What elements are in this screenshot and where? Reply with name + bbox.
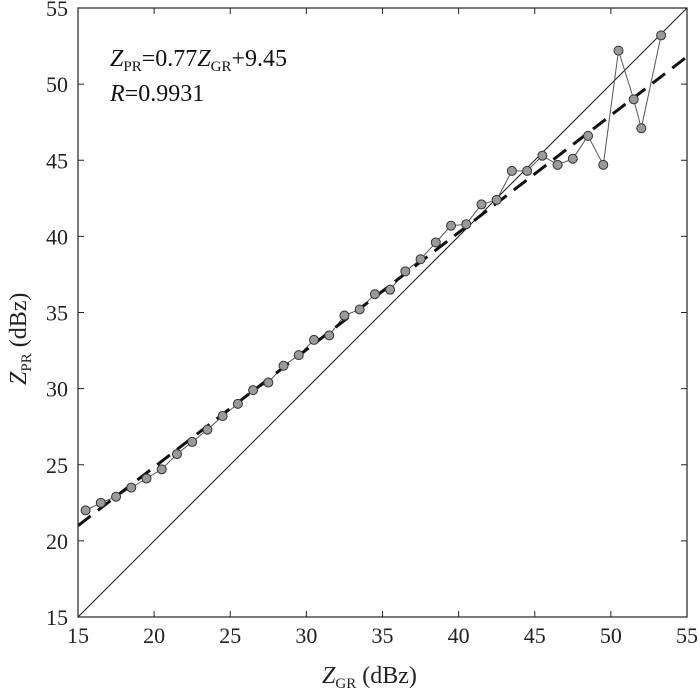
y-tick-label: 25 [46,453,68,478]
data-point [613,45,624,56]
x-tick-label: 55 [676,623,698,648]
fit-equation: ZPR=0.77ZGR+9.45 [110,46,287,75]
y-tick-label: 55 [46,0,68,21]
x-tick-label: 15 [67,623,89,648]
data-point [293,350,304,361]
correlation-text: R=0.9931 [109,81,204,107]
fit-line [78,55,687,527]
y-tick-label: 35 [46,301,68,326]
data-point [156,464,167,475]
data-point [141,473,152,484]
data-point [95,497,106,508]
data-point [506,165,517,176]
data-point [171,449,182,460]
identity-line [78,8,687,617]
data-point [400,266,411,277]
y-tick-label: 50 [46,72,68,97]
x-tick-label: 40 [448,623,470,648]
data-point [491,194,502,205]
data-point [552,159,563,170]
data-point [522,165,533,176]
data-point [446,220,457,231]
x-tick-label: 45 [524,623,546,648]
y-tick-label: 30 [46,377,68,402]
data-point [628,94,639,105]
data-point [354,304,365,315]
x-tick-label: 35 [372,623,394,648]
x-axis-label: ZGR (dBz) [322,663,417,692]
y-tick-label: 45 [46,148,68,173]
y-tick-label: 15 [46,605,68,630]
data-point [217,411,228,422]
data-point [80,505,91,516]
data-point [324,330,335,341]
data-point [339,310,350,321]
data-point [636,123,647,134]
data-point [369,289,380,300]
data-point [308,334,319,345]
data-point [385,284,396,295]
data-point [263,377,274,388]
data-point [567,153,578,164]
data-point [126,482,137,493]
y-axis-label: ZPR (dBz) [6,293,35,385]
data-point [537,150,548,161]
data-point [248,385,259,396]
data-point [476,199,487,210]
data-point [232,398,243,409]
data-point [598,159,609,170]
x-tick-label: 30 [295,623,317,648]
y-tick-label: 40 [46,224,68,249]
data-point [430,237,441,248]
data-point [187,436,198,447]
plot-area: 15 20 25 30 35 40 45 50 55 15 20 25 30 35 40 45 50 55 [46,0,698,648]
y-tick-label: 20 [46,529,68,554]
data-point [111,491,122,502]
data-point [656,30,667,41]
x-tick-label: 20 [143,623,165,648]
data-point [278,360,289,371]
x-tick-label: 50 [600,623,622,648]
data-point [583,130,594,141]
data-point [415,254,426,265]
x-tick-label: 25 [219,623,241,648]
data-point [461,219,472,230]
data-point [202,424,213,435]
